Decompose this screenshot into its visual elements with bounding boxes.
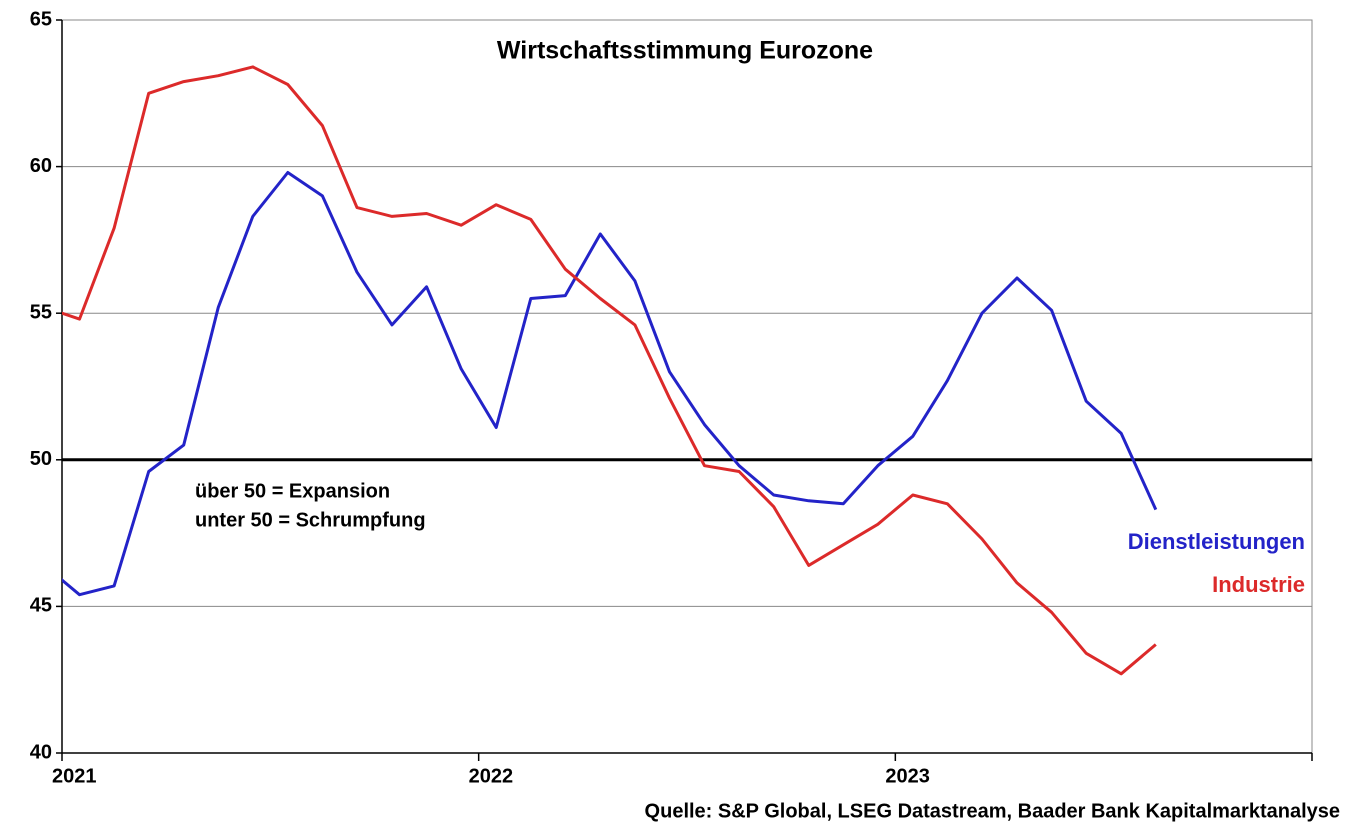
x-tick-label: 2022 bbox=[469, 765, 513, 787]
chart-title: Wirtschaftsstimmung Eurozone bbox=[497, 37, 873, 65]
y-tick-label: 50 bbox=[30, 448, 52, 470]
y-tick-label: 40 bbox=[30, 741, 52, 763]
source: Quelle: S&P Global, LSEG Datastream, Baa… bbox=[645, 800, 1340, 822]
y-tick-label: 65 bbox=[30, 8, 52, 30]
plot-frame bbox=[61, 19, 1313, 754]
y-tick-label: 60 bbox=[30, 155, 52, 177]
y-tick-label: 45 bbox=[30, 595, 52, 617]
x-tick-label: 2023 bbox=[885, 765, 930, 787]
legend-label: Industrie bbox=[1212, 572, 1305, 597]
annotation: über 50 = Expansion bbox=[195, 480, 390, 502]
annotation: unter 50 = Schrumpfung bbox=[195, 509, 426, 531]
x-tick-label: 2021 bbox=[52, 765, 97, 787]
y-tick-label: 55 bbox=[30, 301, 52, 323]
legend-label: Dienstleistungen bbox=[1128, 529, 1305, 554]
series-line bbox=[62, 65, 1157, 676]
series-line bbox=[62, 171, 1158, 597]
